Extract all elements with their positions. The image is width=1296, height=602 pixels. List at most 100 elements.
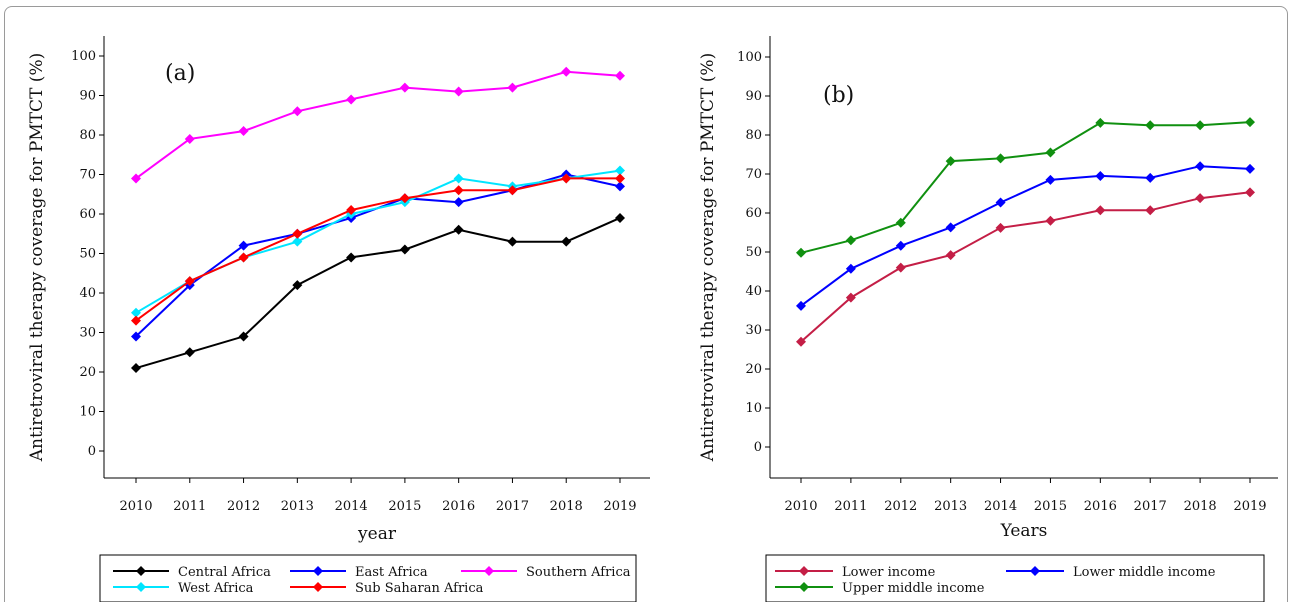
legend-swatch-marker [799,566,809,576]
data-point [238,331,249,342]
y-tick-label: 100 [737,50,762,65]
legend-box [765,554,1265,602]
series-sub-saharan-africa [131,173,625,326]
y-tick-label: 90 [745,89,762,104]
data-point [796,336,806,347]
legend: Central Africa East Africa Southern Africa… [99,554,637,602]
y-axis-label: Antiretroviral therapy coverage for PMTC… [27,53,47,462]
data-point [453,86,464,97]
data-point [399,193,410,204]
legend: Lower income Lower middle income Upper mid… [765,554,1265,602]
data-point [1045,147,1056,158]
data-point [1045,174,1056,185]
legend-swatch-marker [484,566,494,576]
y-tick-label: 30 [745,323,762,338]
data-point [453,224,464,235]
series-line [135,70,621,180]
data-point [346,94,357,105]
legend-label: Sub Saharan Africa [355,581,484,596]
y-tick-label: 50 [745,245,762,260]
series-line [800,191,1251,343]
data-point [1245,187,1255,198]
x-tick-label: 2013 [281,499,314,514]
legend-label: Central Africa [178,565,271,580]
x-axis-label: year [357,524,397,544]
data-point [561,66,572,77]
legend-box [99,554,637,602]
data-point [895,262,906,273]
legend-label: Upper middle income [842,581,985,596]
data-point [131,173,141,184]
data-point [238,240,249,251]
y-tick-label: 60 [79,207,96,222]
data-point [1095,170,1106,181]
data-point [453,197,464,208]
data-point [615,181,625,192]
data-point [453,185,464,196]
legend-item: Lower middle income [1006,565,1216,580]
legend-swatch-marker [136,566,146,576]
data-point [1095,117,1106,128]
legend-swatch-marker [1030,566,1040,576]
legend-swatch-marker [313,582,323,592]
y-tick-label: 20 [79,365,96,380]
series-upper-middle-income [796,117,1255,258]
y-axis-label: Antiretroviral therapy coverage for PMTC… [698,53,718,462]
data-point [292,236,303,247]
legend-label: Lower income [842,565,936,580]
panel-label: (a) [165,61,195,86]
series-line [135,216,621,370]
x-tick-label: 2011 [173,499,206,514]
data-point [845,263,856,274]
x-tick-label: 2011 [834,499,867,514]
x-tick-label: 2018 [550,499,583,514]
data-point [561,173,572,184]
y-tick-label: 80 [745,128,762,143]
series-central-africa [131,212,625,374]
data-point [507,236,518,247]
x-tick-label: 2018 [1184,499,1217,514]
data-point [895,240,906,251]
legend-item: Southern Africa [461,565,631,580]
y-tick-label: 60 [745,206,762,221]
legend-item: Upper middle income [775,581,985,596]
legend-item: Sub Saharan Africa [290,581,484,596]
data-point [845,292,856,303]
data-point [1245,163,1255,174]
legend-swatch-marker [313,566,323,576]
x-tick-label: 2012 [227,499,260,514]
data-point [615,70,625,81]
legend-swatch-marker [136,582,146,592]
y-tick-label: 0 [754,440,762,455]
y-tick-label: 20 [745,362,762,377]
y-tick-label: 30 [79,326,96,341]
x-tick-label: 2010 [119,499,152,514]
data-point [1145,172,1156,183]
series-line [800,121,1251,254]
data-point [131,307,141,318]
series-east-africa [131,169,625,342]
data-point [292,280,303,291]
data-point [796,300,806,311]
chart-panel-b: 0 10 20 30 40 50 60 70 80 90 100 2010 2011 2012 2013 20… [698,36,1278,602]
data-point [346,205,357,216]
legend-item: Central Africa [113,565,271,580]
data-point [845,235,856,246]
data-point [292,106,303,117]
y-tick-label: 70 [79,168,96,183]
legend-label: Lower middle income [1073,565,1216,580]
data-point [995,197,1006,208]
data-point [945,222,956,233]
series-line [135,173,621,338]
data-point [131,331,141,342]
data-point [995,153,1006,164]
data-point [995,222,1006,233]
data-point [507,82,518,93]
legend-item: Lower income [775,565,936,580]
data-point [1095,205,1106,216]
data-point [1195,193,1206,204]
data-point [131,363,141,374]
x-tick-label: 2015 [1034,499,1067,514]
x-tick-label: 2014 [335,499,368,514]
